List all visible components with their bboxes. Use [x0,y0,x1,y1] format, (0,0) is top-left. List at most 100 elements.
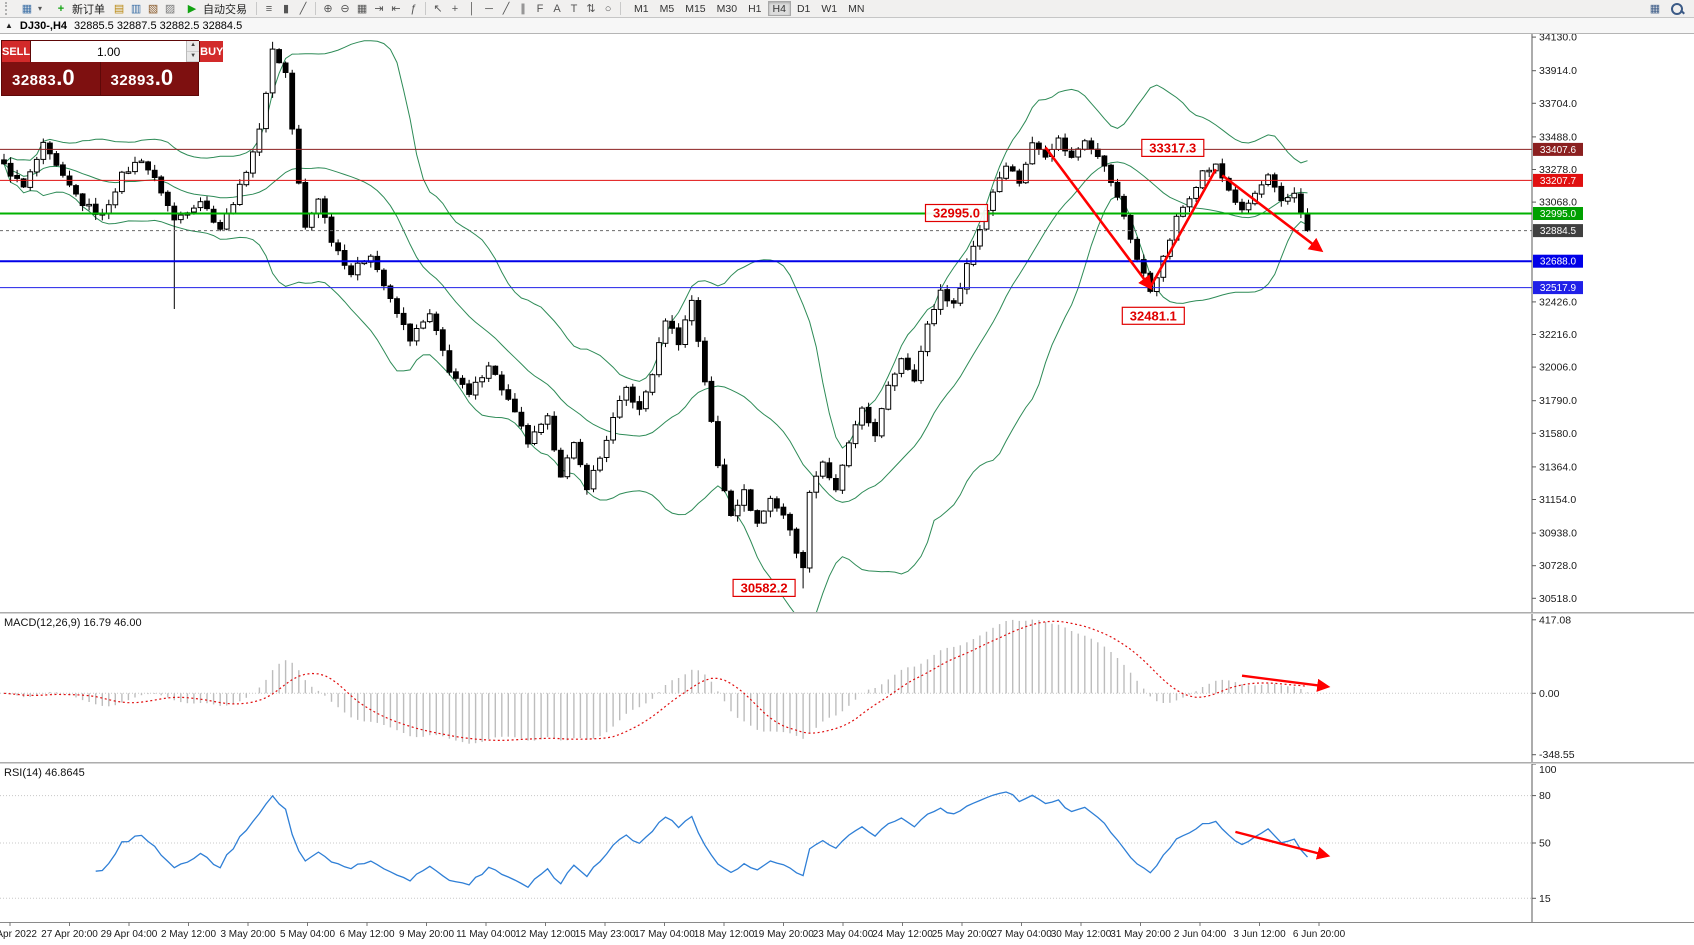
autotrading-button[interactable]: ▶ 自动交易 [179,1,252,17]
volume-spinner: ▲ ▼ [186,41,200,62]
zoom-out-icon[interactable]: ⊖ [340,3,350,15]
rsi-trend-arrow[interactable] [1235,830,1331,860]
timeframe-M1[interactable]: M1 [629,1,654,16]
price-tag-32995.0: 32995.0 [1533,207,1583,220]
time-axis-label: 3 Jun 12:00 [1233,929,1286,940]
symbol-grid-icon[interactable]: ▦ [1649,3,1661,15]
bollinger-middle-band [3,161,1308,503]
data-window-icon[interactable]: ▥ [130,3,142,15]
indicators-icon[interactable]: ƒ [409,2,417,15]
rsi-panel[interactable]: 100 80 50 15 [0,763,1694,922]
price-tag-32884.5: 32884.5 [1533,224,1583,238]
arrows-icon[interactable]: ⇅ [586,3,596,15]
sell-price[interactable]: 32883.0 [2,62,100,95]
volume-down-button[interactable]: ▼ [187,51,200,62]
crosshair-icon[interactable]: + [451,2,459,15]
navigator-icon[interactable]: ▧ [147,3,159,15]
label-icon[interactable]: T [570,2,578,15]
sell-button[interactable]: SELL [2,41,31,62]
price-axis-label: 32426.0 [1539,296,1577,308]
buy-price[interactable]: 32893.0 [99,62,198,95]
svg-text:33317.3: 33317.3 [1149,140,1196,155]
price-tag-33407.6: 33407.6 [1533,142,1583,156]
trade-panel-top-row: SELL ▲ ▼ BUY [2,41,224,62]
terminal-icon[interactable]: ▨ [164,3,176,15]
timeframe-M15[interactable]: M15 [680,1,710,16]
macd-trend-arrow[interactable] [1241,674,1331,692]
line-chart-icon[interactable]: ╱ [299,3,307,15]
cursor-icon[interactable]: ↖ [433,3,443,15]
annotation-33317.3[interactable]: 33317.3 [1141,138,1205,158]
price-tag-32688.0: 32688.0 [1533,254,1583,268]
annotation-32995.0[interactable]: 32995.0 [924,203,989,223]
trendline-icon[interactable]: ╱ [502,3,510,15]
price-axis-label: 31790.0 [1539,395,1577,407]
panel-splitter[interactable] [0,762,1694,764]
tile-windows-icon[interactable]: ▦ [356,3,368,15]
horizontal-line-icon[interactable]: ─ [485,2,493,15]
macd-axis-label: -348.55 [1539,749,1575,761]
time-axis-label: 2 Jun 04:00 [1174,929,1227,940]
trend-arrow-0[interactable] [1044,146,1153,291]
zoom-in-icon[interactable]: ⊕ [323,3,333,15]
timeframe-M5[interactable]: M5 [655,1,680,16]
vertical-line-icon[interactable]: │ [468,2,476,15]
annotation-32481.1[interactable]: 32481.1 [1121,306,1185,325]
shapes-icon[interactable]: ○ [604,2,612,15]
macd-panel[interactable]: 417.08 0.00 -348.55 [0,614,1694,762]
market-watch-icon[interactable]: ▤ [113,3,125,15]
collapse-icon[interactable]: ▲ [5,21,13,30]
svg-text:32517.9: 32517.9 [1540,283,1577,294]
svg-text:32884.5: 32884.5 [1540,226,1577,237]
bar-chart-icon[interactable]: ≡ [265,2,273,15]
time-axis-label: 6 May 12:00 [339,929,394,940]
volume-input[interactable] [31,41,187,62]
new-order-button[interactable]: + 新订单 [48,1,110,17]
timeframe-M30[interactable]: M30 [712,1,742,16]
rsi-axis-label: 80 [1539,790,1551,802]
timeframe-H1[interactable]: H1 [743,1,766,16]
text-icon[interactable]: A [553,2,561,15]
price-axis-label: 33278.0 [1539,164,1577,176]
timeframe-D1[interactable]: D1 [792,1,815,16]
svg-text:33207.7: 33207.7 [1540,176,1577,187]
price-chart[interactable]: 33317.3 32995.0 32481.1 30582.2 34130.0 33914… [0,32,1694,626]
buy-button[interactable]: BUY [200,41,224,62]
svg-text:32481.1: 32481.1 [1130,308,1177,323]
panel-splitter[interactable] [0,612,1694,614]
channel-icon[interactable]: ∥ [520,3,526,15]
trade-panel-price-row: 32883.0 32893.0 [2,62,198,95]
toolbar-grip[interactable] [5,2,10,15]
fibonacci-icon[interactable]: F [536,2,544,15]
price-axis-label: 32006.0 [1539,362,1577,374]
chart-ohlc: 32885.5 32887.5 32882.5 32884.5 [74,19,243,32]
trend-arrow-2[interactable] [1221,174,1324,253]
time-axis-label: 12 May 12:00 [515,929,576,940]
timeframe-W1[interactable]: W1 [816,1,842,16]
search-icon[interactable] [1670,2,1684,16]
svg-text:32688.0: 32688.0 [1540,257,1577,268]
price-axis-label: 33914.0 [1539,65,1577,77]
time-axis-label: 3 May 20:00 [220,929,275,940]
annotation-30582.2[interactable]: 30582.2 [732,578,796,598]
rsi-name: RSI(14) [4,767,42,779]
chart-shift-icon[interactable]: ⇤ [391,3,401,15]
candlestick-icon[interactable]: ▮ [282,3,290,15]
auto-scroll-icon[interactable]: ⇥ [374,3,384,15]
svg-text:30582.2: 30582.2 [741,580,788,595]
new-chart-button[interactable]: ▦ ▾ [14,1,47,17]
price-axis-label: 30938.0 [1539,528,1577,540]
trend-arrow-1[interactable] [1149,168,1217,288]
time-axis-label: 26 Apr 2022 [0,929,37,940]
time-axis-label: 9 May 20:00 [399,929,454,940]
buy-price-frac: .0 [154,65,174,90]
svg-text:32995.0: 32995.0 [1540,209,1577,220]
macd-signal-line [3,620,1308,742]
price-tag-33207.7: 33207.7 [1533,173,1583,187]
bollinger-upper-band [3,40,1308,449]
timeframe-H4[interactable]: H4 [767,1,791,16]
volume-up-button[interactable]: ▲ [187,41,200,52]
timeframe-MN[interactable]: MN [843,1,869,16]
new-order-icon: + [57,2,65,15]
